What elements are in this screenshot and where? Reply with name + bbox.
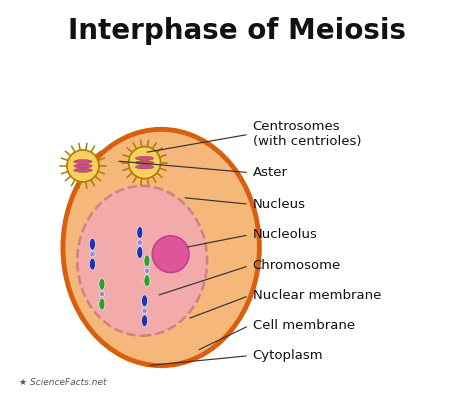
Ellipse shape bbox=[90, 238, 95, 250]
Ellipse shape bbox=[90, 251, 95, 257]
Ellipse shape bbox=[99, 292, 105, 297]
Text: Nuclear membrane: Nuclear membrane bbox=[253, 289, 381, 302]
Ellipse shape bbox=[63, 129, 259, 366]
Ellipse shape bbox=[77, 186, 207, 336]
Ellipse shape bbox=[74, 168, 92, 172]
Ellipse shape bbox=[137, 227, 143, 238]
Ellipse shape bbox=[67, 150, 99, 182]
Ellipse shape bbox=[142, 315, 147, 327]
Ellipse shape bbox=[136, 161, 154, 165]
Ellipse shape bbox=[137, 247, 143, 258]
Ellipse shape bbox=[136, 156, 154, 160]
Text: ★ ScienceFacts.net: ★ ScienceFacts.net bbox=[19, 378, 107, 387]
Ellipse shape bbox=[99, 298, 105, 310]
Text: Centrosomes
(with centrioles): Centrosomes (with centrioles) bbox=[253, 120, 361, 148]
Ellipse shape bbox=[144, 268, 150, 273]
Text: Nucleus: Nucleus bbox=[253, 198, 306, 211]
Ellipse shape bbox=[142, 295, 147, 307]
Ellipse shape bbox=[136, 165, 154, 169]
Ellipse shape bbox=[74, 160, 92, 164]
Text: Cell membrane: Cell membrane bbox=[253, 319, 355, 332]
Text: Nucleolus: Nucleolus bbox=[253, 229, 318, 242]
Ellipse shape bbox=[74, 164, 92, 168]
Ellipse shape bbox=[142, 308, 147, 314]
Text: Cytoplasm: Cytoplasm bbox=[253, 349, 323, 362]
Ellipse shape bbox=[144, 275, 150, 287]
Ellipse shape bbox=[152, 236, 189, 273]
Ellipse shape bbox=[144, 255, 150, 267]
Ellipse shape bbox=[90, 258, 95, 270]
Text: Interphase of Meiosis: Interphase of Meiosis bbox=[68, 17, 406, 45]
Ellipse shape bbox=[128, 147, 161, 178]
Ellipse shape bbox=[137, 240, 143, 245]
Text: Aster: Aster bbox=[253, 166, 288, 179]
Ellipse shape bbox=[99, 278, 105, 290]
Text: Chromosome: Chromosome bbox=[253, 259, 341, 272]
